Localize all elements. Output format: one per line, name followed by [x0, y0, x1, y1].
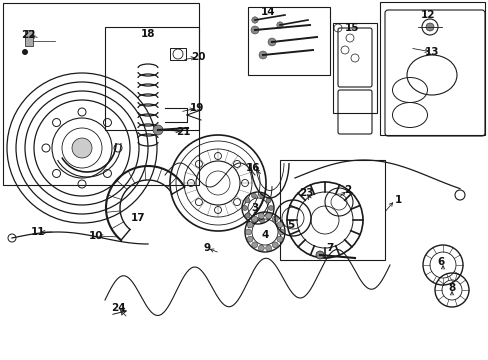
Circle shape [267, 38, 275, 46]
Circle shape [251, 218, 256, 223]
Text: 22: 22 [20, 30, 35, 40]
Bar [3, 3, 199, 185]
Circle shape [153, 125, 163, 135]
Text: 1: 1 [393, 195, 401, 205]
Circle shape [244, 213, 249, 218]
Bar [247, 7, 329, 75]
Circle shape [265, 198, 270, 203]
Text: 14: 14 [260, 7, 275, 17]
Circle shape [265, 245, 271, 251]
Circle shape [246, 236, 253, 242]
Circle shape [251, 216, 257, 222]
Circle shape [251, 242, 257, 248]
Circle shape [315, 251, 324, 259]
Bar [105, 27, 199, 130]
Circle shape [272, 242, 278, 248]
Text: 5: 5 [287, 220, 294, 230]
Circle shape [259, 193, 264, 198]
Circle shape [265, 213, 271, 219]
Circle shape [276, 22, 283, 28]
Circle shape [268, 206, 273, 211]
Circle shape [251, 193, 256, 198]
Circle shape [246, 222, 253, 228]
Text: 23: 23 [298, 188, 313, 198]
Text: 3: 3 [251, 203, 258, 213]
Circle shape [22, 49, 28, 55]
Text: 21: 21 [175, 127, 190, 137]
Bar [379, 2, 484, 135]
Circle shape [278, 229, 284, 235]
Circle shape [250, 26, 259, 34]
Circle shape [272, 216, 278, 222]
Bar [170, 48, 185, 60]
Text: 15: 15 [344, 23, 359, 33]
Text: 20: 20 [190, 52, 205, 62]
Circle shape [276, 222, 282, 228]
Text: 17: 17 [130, 213, 145, 223]
Text: 11: 11 [31, 227, 45, 237]
Text: 9: 9 [203, 243, 210, 253]
Circle shape [265, 213, 270, 218]
Text: 6: 6 [436, 257, 444, 267]
Circle shape [259, 218, 264, 223]
Circle shape [425, 23, 433, 31]
Bar [25, 30, 33, 46]
Text: 13: 13 [424, 47, 438, 57]
Circle shape [72, 138, 92, 158]
Circle shape [244, 198, 249, 203]
Text: 18: 18 [141, 29, 155, 39]
Bar [280, 160, 384, 260]
Circle shape [242, 206, 247, 211]
Text: 19: 19 [189, 103, 204, 113]
Text: 24: 24 [110, 303, 125, 313]
Text: 7: 7 [325, 243, 333, 253]
Circle shape [245, 229, 251, 235]
Text: 16: 16 [245, 163, 260, 173]
Bar [332, 23, 376, 113]
Text: 2: 2 [344, 185, 351, 195]
Circle shape [251, 17, 258, 23]
Circle shape [258, 213, 264, 219]
Text: 12: 12 [420, 10, 434, 20]
Text: 8: 8 [447, 283, 455, 293]
Text: 4: 4 [261, 230, 268, 240]
Circle shape [259, 51, 266, 59]
Circle shape [276, 236, 282, 242]
Text: 10: 10 [88, 231, 103, 241]
Circle shape [258, 245, 264, 251]
